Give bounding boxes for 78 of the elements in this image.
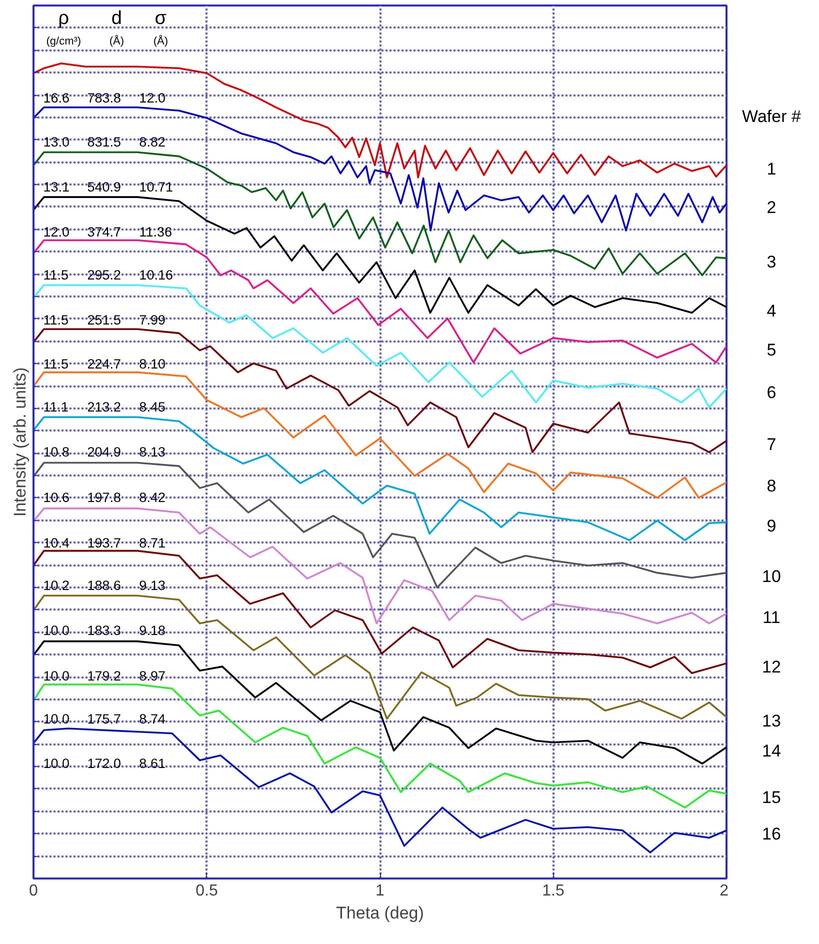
text: 14 [762, 742, 781, 761]
annotation: 783.8 [87, 90, 122, 106]
text: 6 [766, 382, 776, 402]
annotation: 10.4 [43, 536, 70, 551]
annotation: 193.7 [87, 536, 122, 551]
text: 5 [766, 340, 776, 360]
text: 9 [766, 516, 776, 536]
annotation: 179.2 [87, 668, 122, 684]
annotation: 213.2 [87, 400, 122, 415]
text: 16 [762, 824, 781, 844]
text: (Å) [153, 34, 168, 48]
text: 15 [762, 788, 781, 807]
text: d [111, 8, 122, 30]
annotation: 197.8 [87, 490, 122, 506]
text: (g/cm³) [46, 35, 82, 48]
text: 1 [766, 160, 776, 179]
annotation: 12.0 [43, 224, 70, 240]
annotation: 8.42 [139, 490, 166, 506]
annotation: 11.1 [43, 400, 68, 415]
text: 13 [762, 711, 781, 730]
annotation: 540.9 [87, 179, 122, 194]
annotation: 10.8 [43, 444, 70, 460]
annotation: 8.71 [139, 536, 166, 551]
annotation: 183.3 [87, 622, 122, 638]
annotation: 10.16 [139, 267, 173, 282]
annotation: 831.5 [87, 134, 122, 150]
annotation: 175.7 [87, 712, 122, 727]
annotation: 251.5 [87, 312, 122, 328]
text: 3 [766, 252, 776, 272]
annotation: 13.1 [43, 179, 70, 194]
annotation: 8.45 [139, 400, 166, 415]
annotation: 204.9 [87, 444, 122, 460]
annotation: 16.6 [43, 90, 70, 106]
annotation: 10.0 [43, 622, 70, 638]
annotation: 8.13 [139, 444, 166, 460]
annotation: 11.5 [43, 312, 68, 328]
text: 7 [766, 435, 776, 454]
text: 2 [766, 198, 776, 217]
text: 4 [766, 301, 776, 320]
annotation: 11.5 [43, 356, 68, 372]
annotation: 10.2 [43, 578, 70, 594]
x-tick-label: 1 [376, 882, 385, 900]
annotation: 8.82 [139, 134, 166, 150]
annotation: 374.7 [87, 224, 122, 240]
x-tick-label: 0 [29, 882, 38, 900]
annotation: 10.6 [43, 490, 70, 506]
x-tick-label: 0.5 [196, 882, 218, 900]
annotation: 8.97 [139, 668, 166, 684]
text: 12 [762, 658, 781, 677]
annotation: 188.6 [87, 578, 122, 594]
annotation: 10.0 [43, 756, 70, 771]
text: 8 [766, 476, 776, 496]
x-tick-label: 1.5 [542, 882, 564, 900]
text: 10 [762, 567, 781, 586]
annotation: 9.13 [139, 578, 166, 594]
annotation: 9.18 [139, 622, 166, 638]
annotation: 10.71 [139, 179, 173, 194]
annotation: 12.0 [139, 90, 166, 106]
annotation: 8.74 [139, 712, 166, 727]
x-axis-title: Theta (deg) [336, 904, 424, 922]
text: σ [154, 8, 167, 30]
y-axis-title: Intensity (arb. units) [10, 367, 30, 517]
annotation: 295.2 [87, 267, 122, 282]
annotation: 7.99 [139, 312, 166, 328]
annotation: 8.10 [139, 356, 166, 372]
text: (Å) [109, 34, 124, 48]
annotation: 10.0 [43, 712, 70, 727]
text: ρ [58, 8, 70, 30]
annotation: 172.0 [87, 756, 122, 771]
annotation: 8.61 [139, 756, 166, 771]
annotation: 11.5 [43, 267, 68, 282]
annotation: 11.36 [139, 224, 172, 240]
annotation: 224.7 [87, 356, 122, 372]
x-tick-label: 2 [720, 882, 729, 900]
legend-title: Wafer # [742, 106, 802, 126]
text: 11 [762, 608, 780, 627]
annotation: 13.0 [43, 134, 70, 150]
annotation: 10.0 [43, 668, 70, 684]
